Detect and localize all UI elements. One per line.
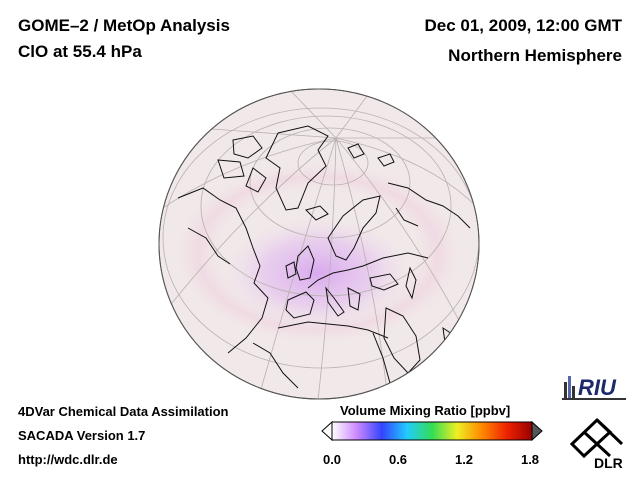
clo-high-region <box>218 213 418 333</box>
colorbar-left-arrow <box>321 420 333 442</box>
colorbar-right-arrow <box>531 420 543 442</box>
colorbar-tick-3: 1.8 <box>520 452 540 467</box>
globe-map <box>158 88 480 400</box>
colorbar <box>321 420 543 442</box>
colorbar-tick-0: 0.0 <box>322 452 342 467</box>
riu-emblem-icon <box>562 376 626 400</box>
footer-line-1: 4DVar Chemical Data Assimilation <box>18 404 229 419</box>
coastlines <box>177 125 471 389</box>
riu-logo-text: RIU <box>578 375 617 400</box>
riu-logo: RIU <box>562 375 626 400</box>
map-title: GOME–2 / MetOp Analysis <box>18 16 230 35</box>
colorbar-tick-2: 1.2 <box>454 452 474 467</box>
colorbar-title: Volume Mixing Ratio [ppbv] <box>340 403 511 418</box>
footer-url: http://wdc.dlr.de <box>18 452 118 467</box>
colorbar-tick-1: 0.6 <box>388 452 408 467</box>
dlr-logo: DLR <box>569 417 624 471</box>
footer-line-2: SACADA Version 1.7 <box>18 428 146 443</box>
colorbar-gradient <box>331 421 533 441</box>
map-subtitle: ClO at 55.4 hPa <box>18 42 142 61</box>
dlr-logo-text: DLR <box>594 455 623 471</box>
map-region: Northern Hemisphere <box>448 46 622 65</box>
dlr-emblem-icon <box>569 417 624 459</box>
map-datetime: Dec 01, 2009, 12:00 GMT <box>424 16 622 35</box>
